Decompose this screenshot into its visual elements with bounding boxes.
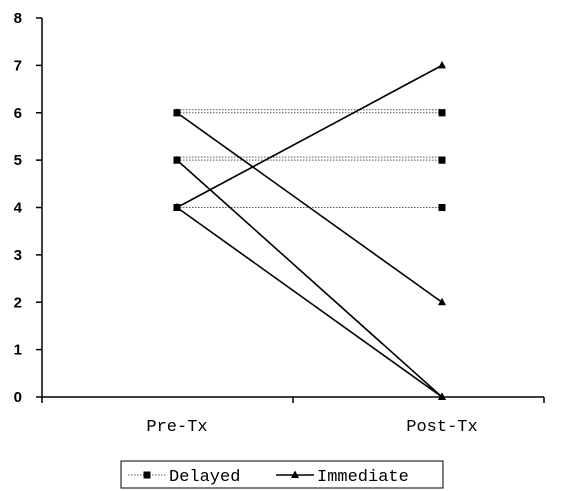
series-immediate — [173, 108, 446, 306]
series-line — [176, 112, 443, 303]
triangle-marker — [438, 392, 446, 400]
legend-square-marker — [143, 471, 151, 479]
series-immediate — [173, 203, 446, 400]
triangle-marker — [173, 155, 181, 164]
series-immediate — [173, 155, 446, 400]
y-tick-label: 4 — [14, 200, 23, 217]
y-axis-ticks: 0 1 2 3 4 5 6 7 8 — [14, 10, 42, 406]
square-marker — [438, 156, 446, 164]
y-tick-label: 2 — [14, 294, 22, 311]
legend-triangle-marker — [291, 470, 299, 478]
x-axis-ticks: Pre-Tx Post-Tx — [41, 397, 545, 437]
axes — [41, 18, 544, 398]
legend: Delayed Immediate — [120, 460, 444, 489]
legend-label-immediate: Immediate — [317, 468, 409, 487]
y-tick-label: 1 — [14, 342, 22, 359]
y-tick-label: 7 — [14, 57, 22, 74]
series-line — [176, 64, 443, 209]
triangle-marker — [438, 60, 446, 69]
x-category-label: Pre-Tx — [146, 418, 207, 437]
y-tick-label: 5 — [14, 152, 22, 169]
y-tick-label: 0 — [14, 389, 22, 406]
y-tick-label: 3 — [14, 247, 22, 264]
legend-label-delayed: Delayed — [169, 468, 240, 487]
square-marker — [438, 204, 446, 211]
triangle-marker — [173, 108, 181, 116]
series-group — [173, 60, 446, 400]
legend-item-delayed: Delayed — [128, 468, 240, 487]
legend-item-immediate: Immediate — [276, 468, 409, 487]
x-category-label: Post-Tx — [406, 418, 477, 437]
y-tick-label: 8 — [14, 10, 22, 27]
triangle-marker — [173, 203, 181, 211]
triangle-marker — [438, 297, 446, 306]
series-delayed — [173, 156, 446, 164]
y-tick-label: 6 — [14, 105, 22, 122]
square-marker — [438, 109, 446, 117]
series-immediate — [173, 60, 446, 211]
series-delayed — [173, 109, 446, 117]
series-line — [176, 206, 443, 398]
series-line — [176, 159, 443, 398]
